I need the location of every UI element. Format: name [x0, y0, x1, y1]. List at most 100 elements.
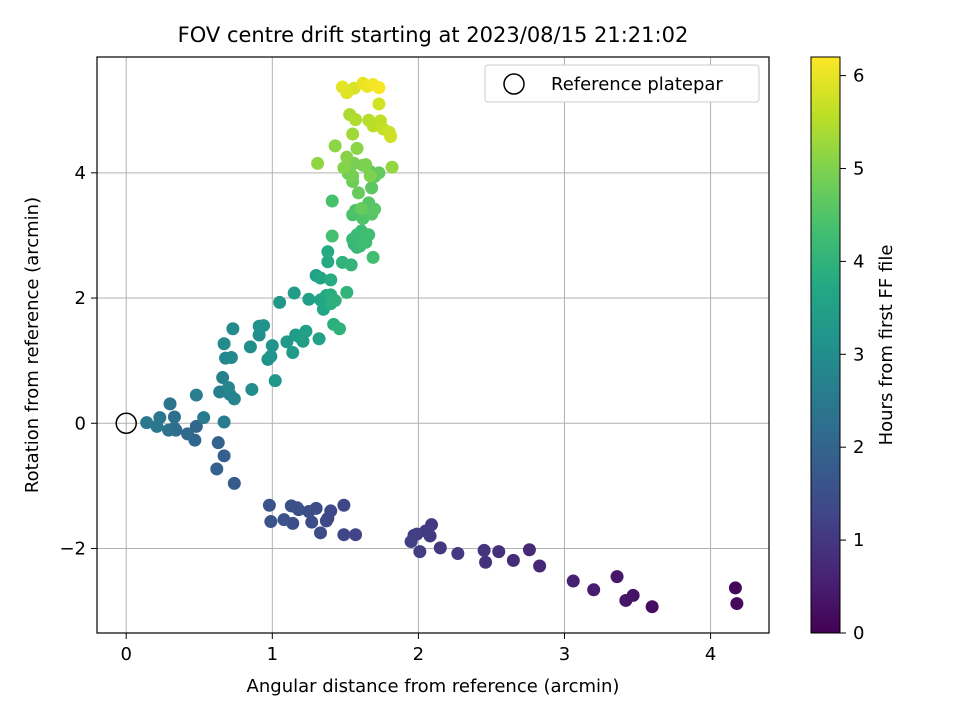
scatter-point — [216, 371, 230, 385]
scatter-point — [265, 339, 279, 353]
scatter-point — [362, 228, 376, 242]
scatter-point — [217, 449, 231, 463]
scatter-point — [359, 158, 373, 172]
scatter-point — [224, 351, 238, 365]
y-tick-label: 2 — [75, 288, 86, 309]
scatter-point — [522, 543, 536, 557]
scatter-point — [211, 436, 225, 450]
scatter-point — [302, 292, 316, 306]
scatter-point — [610, 570, 624, 584]
scatter-point — [273, 295, 287, 309]
x-tick-label: 0 — [120, 644, 131, 665]
scatter-point — [340, 150, 354, 164]
scatter-point — [296, 334, 310, 348]
scatter-point — [197, 411, 211, 425]
plot-frame — [96, 56, 770, 634]
scatter-point — [162, 423, 176, 437]
scatter-point — [337, 161, 351, 175]
legend-reference-marker — [503, 73, 525, 95]
scatter-point — [217, 337, 231, 351]
x-axis-label: Angular distance from reference (arcmin) — [247, 676, 620, 697]
scatter-point — [477, 543, 491, 557]
scatter-point — [533, 559, 547, 573]
scatter-point — [227, 392, 241, 406]
scatter-point — [243, 340, 257, 354]
scatter-point — [325, 229, 339, 243]
scatter-point — [368, 202, 382, 216]
scatter-point — [335, 80, 349, 94]
data-points — [115, 76, 744, 614]
scatter-point — [645, 600, 659, 614]
scatter-point — [506, 553, 520, 567]
scatter-point — [189, 388, 203, 402]
scatter-point — [217, 415, 231, 429]
scatter-point — [264, 349, 278, 363]
scatter-point — [163, 397, 177, 411]
scatter-point — [566, 574, 580, 588]
scatter-point — [328, 139, 342, 153]
scatter-point — [344, 258, 358, 272]
scatter-point — [284, 499, 298, 513]
scatter-point — [587, 583, 601, 597]
scatter-point — [319, 514, 333, 528]
scatter-point — [340, 285, 354, 299]
scatter-point — [384, 130, 398, 144]
y-tick-label: 4 — [75, 163, 86, 184]
scatter-point — [372, 97, 386, 111]
reference-platepar-marker — [115, 412, 137, 435]
scatter-point — [280, 335, 294, 349]
scatter-point — [227, 476, 241, 490]
scatter-point — [311, 156, 325, 170]
scatter-point — [346, 127, 360, 141]
scatter-point — [728, 581, 742, 595]
scatter-point — [167, 410, 181, 424]
legend: Reference platepar — [484, 64, 760, 103]
legend-entry-label: Reference platepar — [551, 74, 723, 95]
x-tick-label: 3 — [559, 644, 570, 665]
scatter-point — [337, 528, 351, 542]
axis-ticks: 0 1 2 3 4 −2 0 2 4 — [59, 163, 716, 665]
scatter-point — [314, 271, 328, 285]
scatter-point — [299, 324, 313, 338]
scatter-point — [268, 374, 282, 388]
scatter-point — [433, 541, 447, 555]
scatter-point — [385, 160, 399, 174]
scatter-point — [150, 419, 164, 433]
scatter-point — [346, 169, 360, 183]
scatter-point — [413, 545, 427, 559]
scatter-point — [492, 545, 506, 559]
y-tick-label: 0 — [75, 413, 86, 434]
scatter-point — [321, 255, 335, 269]
scatter-point — [337, 498, 351, 512]
scatter-point — [350, 141, 364, 155]
colorbar-label: Hours from first FF file — [876, 245, 897, 446]
scatter-point — [312, 332, 326, 346]
colorbar-tick-label: 2 — [853, 437, 864, 458]
scatter-point — [140, 416, 154, 430]
scatter-point — [221, 381, 235, 395]
scatter-point — [333, 322, 347, 336]
scatter-point — [287, 286, 301, 300]
scatter-point — [324, 273, 338, 287]
scatter-point — [210, 462, 224, 476]
scatter-point — [354, 202, 368, 216]
y-axis-label: Rotation from reference (arcmin) — [22, 197, 43, 493]
colorbar-tick-label: 0 — [853, 623, 864, 644]
scatter-point — [181, 427, 195, 441]
scatter-point — [366, 250, 380, 264]
scatter-point — [264, 515, 278, 529]
colorbar-tick-label: 5 — [853, 158, 864, 179]
scatter-point — [349, 113, 363, 127]
colorbar-tick-label: 6 — [853, 66, 864, 87]
scatter-point — [479, 555, 493, 569]
scatter-point — [365, 181, 379, 195]
scatter-point — [730, 597, 744, 611]
scatter-point — [305, 515, 319, 529]
colorbar-tick-label: 4 — [853, 251, 864, 272]
scatter-point — [302, 505, 316, 519]
colorbar-tick-label: 1 — [853, 530, 864, 551]
scatter-point — [619, 593, 633, 607]
scatter-point — [451, 546, 465, 560]
scatter-point — [404, 535, 418, 549]
